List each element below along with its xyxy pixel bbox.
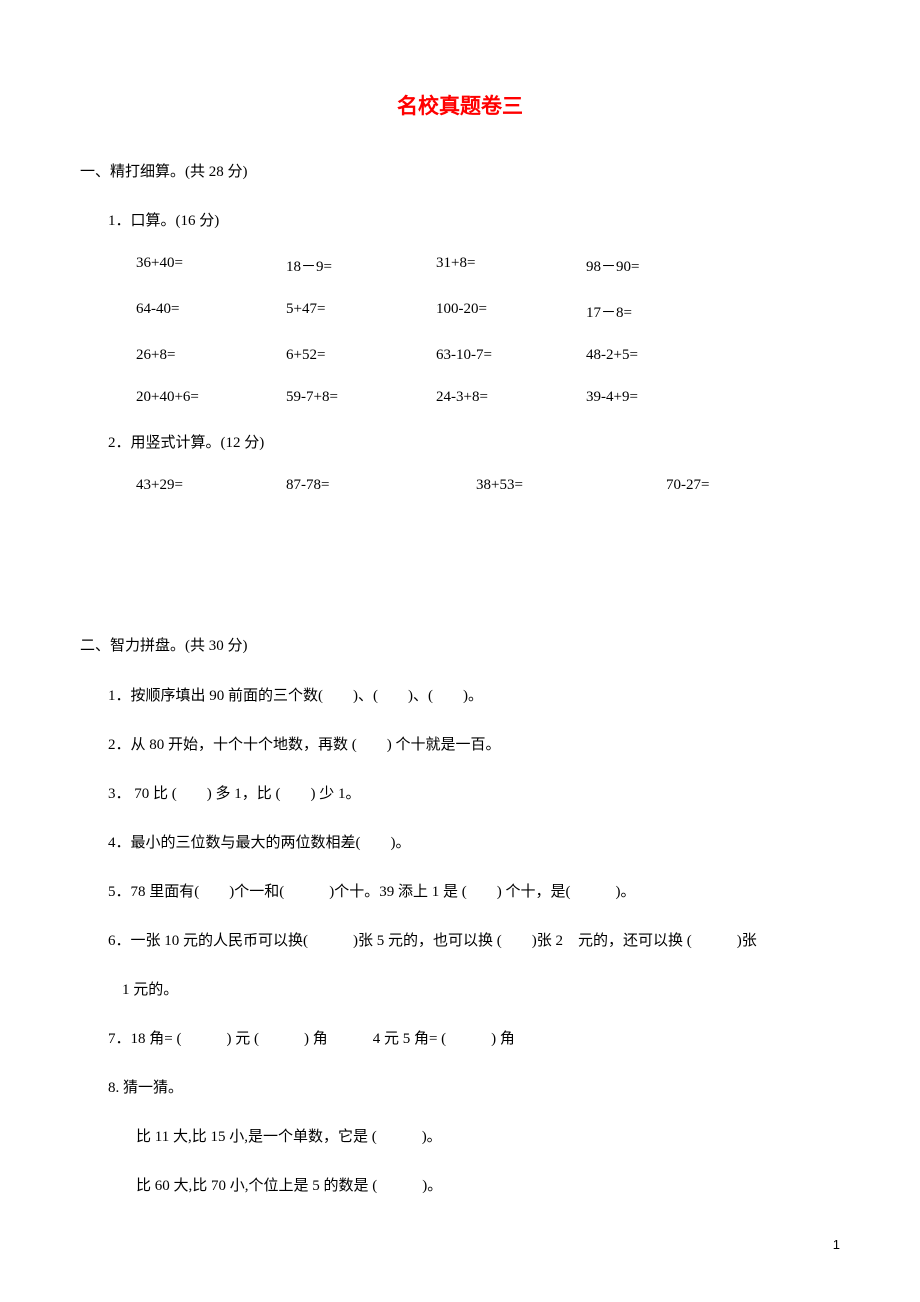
calc-cell: 98－90= xyxy=(586,255,736,276)
section-1-sub2-header: 2．用竖式计算。(12 分) xyxy=(108,431,840,452)
question-7: 7．18 角= ( ) 元 ( ) 角 4 元 5 角= ( ) 角 xyxy=(108,1026,840,1053)
page-number: 1 xyxy=(833,1237,840,1252)
question-8: 8. 猜一猜。 xyxy=(108,1075,840,1102)
question-8a: 比 11 大,比 15 小,是一个单数，它是 ( )。 xyxy=(136,1124,840,1151)
calc-cell: 31+8= xyxy=(436,255,586,276)
section-1-header: 一、精打细算。(共 28 分) xyxy=(80,160,840,181)
vert-cell: 43+29= xyxy=(136,477,286,494)
question-5: 5．78 里面有( )个一和( )个十。39 添上 1 是 ( ) 个十，是( … xyxy=(108,879,840,906)
calc-row-1: 36+40= 18－9= 31+8= 98－90= xyxy=(136,255,840,276)
question-6b: 1 元的。 xyxy=(122,977,840,1004)
calc-row-2: 64-40= 5+47= 100-20= 17－8= xyxy=(136,301,840,322)
calc-cell: 36+40= xyxy=(136,255,286,276)
calc-row-4: 20+40+6= 59-7+8= 24-3+8= 39-4+9= xyxy=(136,389,840,406)
calc-cell: 26+8= xyxy=(136,347,286,364)
calc-cell: 100-20= xyxy=(436,301,586,322)
exam-page: 名校真题卷三 一、精打细算。(共 28 分) 1．口算。(16 分) 36+40… xyxy=(0,0,920,1272)
calc-cell: 64-40= xyxy=(136,301,286,322)
question-8b: 比 60 大,比 70 小,个位上是 5 的数是 ( )。 xyxy=(136,1173,840,1200)
exam-title: 名校真题卷三 xyxy=(80,90,840,120)
calc-cell: 18－9= xyxy=(286,255,436,276)
calc-row-3: 26+8= 6+52= 63-10-7= 48-2+5= xyxy=(136,347,840,364)
calc-cell: 48-2+5= xyxy=(586,347,736,364)
section-2-header: 二、智力拼盘。(共 30 分) xyxy=(80,634,840,655)
question-6a: 6．一张 10 元的人民币可以换( )张 5 元的，也可以换 ( )张 2 元的… xyxy=(108,928,840,955)
section-1-sub1-header: 1．口算。(16 分) xyxy=(108,209,840,230)
question-4: 4．最小的三位数与最大的两位数相差( )。 xyxy=(108,830,840,857)
question-3: 3． 70 比 ( ) 多 1，比 ( ) 少 1。 xyxy=(108,781,840,808)
calc-cell: 20+40+6= xyxy=(136,389,286,406)
vertical-calc-row: 43+29= 87-78= 38+53= 70-27= xyxy=(136,477,840,494)
vert-cell: 70-27= xyxy=(666,477,709,494)
question-1: 1．按顺序填出 90 前面的三个数( )、( )、( )。 xyxy=(108,683,840,710)
calc-cell: 59-7+8= xyxy=(286,389,436,406)
calc-cell: 17－8= xyxy=(586,301,736,322)
vert-cell: 38+53= xyxy=(476,477,666,494)
question-2: 2．从 80 开始，十个十个地数，再数 ( ) 个十就是一百。 xyxy=(108,732,840,759)
calc-cell: 24-3+8= xyxy=(436,389,586,406)
calc-cell: 39-4+9= xyxy=(586,389,736,406)
calc-cell: 63-10-7= xyxy=(436,347,586,364)
calc-cell: 5+47= xyxy=(286,301,436,322)
vert-cell: 87-78= xyxy=(286,477,476,494)
calc-cell: 6+52= xyxy=(286,347,436,364)
